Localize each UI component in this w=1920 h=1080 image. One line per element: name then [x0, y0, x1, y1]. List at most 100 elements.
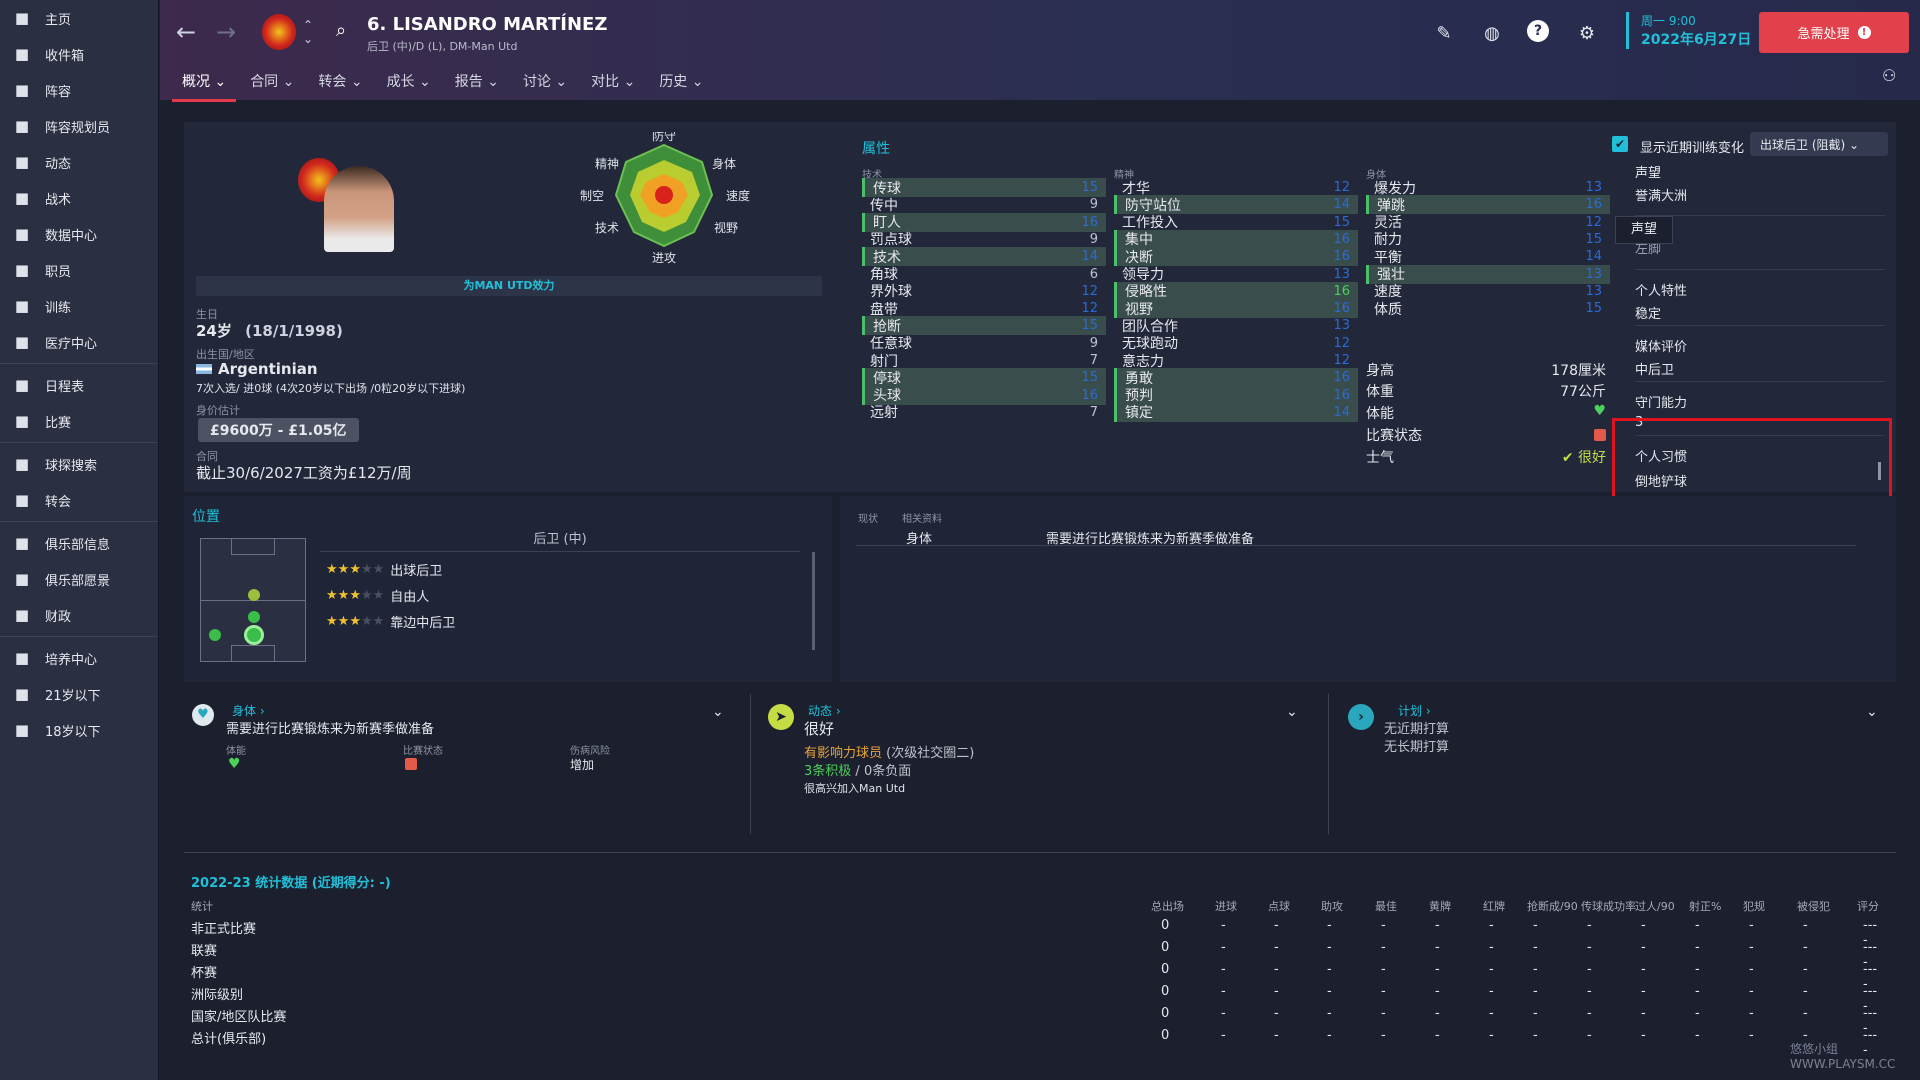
attr-row-technical[interactable]: 远射 7	[862, 403, 1106, 422]
attr-row-mental[interactable]: 决断 16	[1114, 247, 1358, 267]
attr-row-technical[interactable]: 盘带 12	[862, 299, 1106, 318]
globe-icon[interactable]: ◍	[1484, 22, 1500, 44]
stats-col-header[interactable]: 过人/90	[1635, 900, 1675, 913]
training-checkbox[interactable]: ✔	[1612, 136, 1628, 152]
sidebar-item-7[interactable]: ■ 职员	[0, 252, 158, 288]
tab-3[interactable]: 成长 ⌄	[386, 74, 431, 90]
table-row[interactable]: 杯赛 0- - - - - - - - - - - - ----	[191, 960, 1881, 992]
stats-col-header[interactable]: 助攻	[1321, 900, 1343, 913]
stats-col-header[interactable]: 射正%	[1689, 900, 1722, 913]
sidebar-item-11[interactable]: ■ 比赛	[0, 403, 158, 439]
stats-col-header[interactable]: 被侵犯	[1797, 900, 1830, 913]
attr-row-mental[interactable]: 无球跑动 12	[1114, 334, 1358, 353]
sidebar-item-17[interactable]: ■ 培养中心	[0, 640, 158, 676]
attr-row-mental[interactable]: 勇敢 16	[1114, 368, 1358, 388]
attr-row-physical[interactable]: 爆发力 13	[1366, 178, 1610, 197]
search-icon[interactable]: ⌕	[336, 20, 347, 41]
physical-card[interactable]: ♥ 身体 › 需要进行比赛锻炼来为新赛季做准备 体能 ♥ 比赛状态 伤病风险 增…	[192, 700, 732, 810]
sidebar-item-4[interactable]: ■ 动态	[0, 144, 158, 180]
scrollbar[interactable]	[1878, 462, 1881, 480]
nationality[interactable]: Argentinian	[196, 360, 318, 378]
attr-row-mental[interactable]: 镇定 14	[1114, 402, 1358, 422]
role-dropdown[interactable]: 出球后卫 (阻截) ⌄	[1750, 132, 1888, 156]
sidebar-item-9[interactable]: ■ 医疗中心	[0, 324, 158, 360]
attr-row-physical[interactable]: 平衡 14	[1366, 247, 1610, 266]
sidebar-item-10[interactable]: ■ 日程表	[0, 367, 158, 403]
attr-row-mental[interactable]: 预判 16	[1114, 385, 1358, 405]
sidebar-item-19[interactable]: ■ 18岁以下	[0, 712, 158, 748]
attr-row-mental[interactable]: 才华 12	[1114, 178, 1358, 197]
tab-4[interactable]: 报告 ⌄	[454, 74, 499, 90]
attr-row-technical[interactable]: 技术 14	[862, 247, 1106, 267]
sidebar-item-12[interactable]: ■ 球探搜索	[0, 446, 158, 482]
attr-row-technical[interactable]: 头球 16	[862, 385, 1106, 405]
attr-row-physical[interactable]: 弹跳 16	[1366, 195, 1610, 215]
dynamic-card[interactable]: ➤ 动态 › 很好 有影响力球员 (次级社交圈二) 3条积极 / 0条负面 很高…	[768, 700, 1308, 810]
attr-row-mental[interactable]: 团队合作 13	[1114, 316, 1358, 335]
table-row[interactable]: 国家/地区队比赛 0- - - - - - - - - - - - ----	[191, 1004, 1881, 1036]
urgent-button[interactable]: 急需处理 !	[1759, 12, 1909, 53]
attr-row-technical[interactable]: 射门 7	[862, 351, 1106, 370]
attr-row-physical[interactable]: 体质 15	[1366, 299, 1610, 318]
tab-2[interactable]: 转会 ⌄	[318, 74, 363, 90]
help-icon[interactable]: ?	[1527, 20, 1549, 42]
role-row[interactable]: ★★★★★ 出球后卫	[326, 556, 455, 582]
stats-col-header[interactable]: 犯规	[1743, 900, 1765, 913]
user-icon[interactable]: ⚇	[1882, 66, 1897, 85]
attr-row-mental[interactable]: 工作投入 15	[1114, 213, 1358, 232]
positions-scrollbar[interactable]	[812, 552, 815, 650]
attr-row-technical[interactable]: 界外球 12	[862, 282, 1106, 301]
stats-col-header[interactable]: 抢断成/90	[1527, 900, 1578, 913]
attr-row-technical[interactable]: 罚点球 9	[862, 230, 1106, 249]
crest-switch-icon[interactable]: ⌃ ⌄	[303, 18, 314, 46]
tab-7[interactable]: 历史 ⌄	[659, 74, 704, 90]
plans-expand-icon[interactable]: ⌄	[1866, 704, 1878, 720]
sidebar-item-16[interactable]: ■ 财政	[0, 597, 158, 633]
tab-0[interactable]: 概况 ⌄	[172, 68, 237, 102]
stats-col-header[interactable]: 进球	[1215, 900, 1237, 913]
sidebar-item-15[interactable]: ■ 俱乐部愿景	[0, 561, 158, 597]
attr-row-technical[interactable]: 抢断 15	[862, 316, 1106, 336]
tab-5[interactable]: 讨论 ⌄	[522, 74, 568, 90]
stats-col-header[interactable]: 黄牌	[1429, 900, 1451, 913]
attr-row-physical[interactable]: 灵活 12	[1366, 213, 1610, 232]
attr-row-mental[interactable]: 意志力 12	[1114, 351, 1358, 370]
stats-col-header[interactable]: 统计	[191, 900, 213, 913]
back-arrow-icon[interactable]: ←	[176, 18, 197, 46]
attr-row-physical[interactable]: 速度 13	[1366, 282, 1610, 301]
sidebar-item-18[interactable]: ■ 21岁以下	[0, 676, 158, 712]
sidebar-item-14[interactable]: ■ 俱乐部信息	[0, 525, 158, 561]
attr-row-mental[interactable]: 防守站位 14	[1114, 195, 1358, 215]
attr-row-technical[interactable]: 传球 15	[862, 178, 1106, 197]
stats-col-header[interactable]: 最佳	[1375, 900, 1397, 913]
sidebar-item-2[interactable]: ■ 阵容	[0, 72, 158, 108]
physical-expand-icon[interactable]: ⌄	[712, 704, 724, 720]
attr-row-technical[interactable]: 角球 6	[862, 265, 1106, 284]
forward-arrow-icon[interactable]: →	[216, 18, 237, 46]
attr-row-technical[interactable]: 盯人 16	[862, 212, 1106, 232]
stats-col-header[interactable]: 点球	[1268, 900, 1290, 913]
status-row[interactable]: 身体 需要进行比赛锻炼来为新赛季做准备	[856, 526, 1856, 547]
attr-row-mental[interactable]: 侵略性 16	[1114, 281, 1358, 301]
date-display[interactable]: 周一 9:00 2022年6月27日	[1626, 12, 1751, 49]
value-badge[interactable]: £9600万 - £1.05亿	[198, 418, 359, 442]
gear-icon[interactable]: ⚙	[1578, 22, 1596, 44]
club-crest[interactable]	[262, 14, 296, 50]
attr-row-technical[interactable]: 传中 9	[862, 195, 1106, 214]
role-row[interactable]: ★★★★★ 自由人	[326, 582, 455, 608]
tab-6[interactable]: 对比 ⌄	[591, 74, 636, 90]
stats-col-header[interactable]: 红牌	[1483, 900, 1505, 913]
stats-col-header[interactable]: 总出场	[1151, 900, 1184, 913]
stats-col-header[interactable]: 传球成功率	[1581, 900, 1636, 913]
sidebar-item-13[interactable]: ■ 转会	[0, 482, 158, 518]
attr-row-technical[interactable]: 任意球 9	[862, 334, 1106, 353]
sidebar-item-6[interactable]: ■ 数据中心	[0, 216, 158, 252]
tab-1[interactable]: 合同 ⌄	[250, 74, 295, 90]
dynamic-expand-icon[interactable]: ⌄	[1286, 704, 1298, 720]
sidebar-item-3[interactable]: ■ 阵容规划员	[0, 108, 158, 144]
table-row[interactable]: 非正式比赛 0- - - - - - - - - - - - ----	[191, 916, 1881, 948]
attr-row-physical[interactable]: 耐力 15	[1366, 230, 1610, 249]
role-row[interactable]: ★★★★★ 靠边中后卫	[326, 608, 455, 634]
plans-card[interactable]: › 计划 › 无近期打算 无长期打算 ⌄	[1348, 700, 1888, 810]
attr-row-mental[interactable]: 领导力 13	[1114, 265, 1358, 284]
